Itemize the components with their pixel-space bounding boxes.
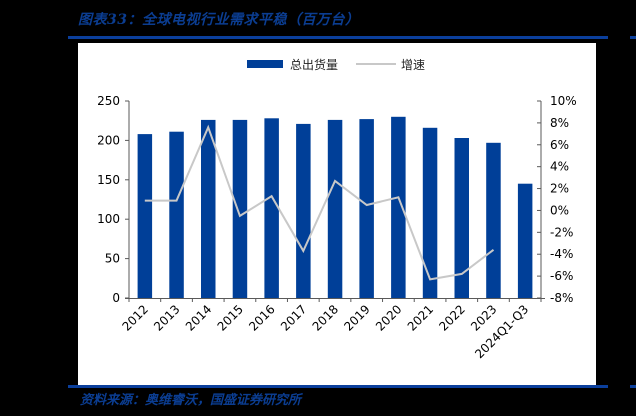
legend-bar-label: 总出货量 xyxy=(290,57,339,72)
bottom-rule xyxy=(68,385,608,388)
x-tick-label: 2020 xyxy=(373,302,404,333)
right-tick-label: 4% xyxy=(550,160,569,174)
x-tick-label: 2014 xyxy=(183,302,214,333)
legend-bar-swatch xyxy=(247,60,283,68)
bar xyxy=(517,183,533,298)
left-tick-label: 100 xyxy=(97,212,120,226)
growth-line xyxy=(144,124,495,281)
right-tick-label: -4% xyxy=(550,247,573,261)
bar xyxy=(137,134,153,298)
left-tick-label: 150 xyxy=(97,173,120,187)
x-tick-label: 2013 xyxy=(151,302,182,333)
chart-title: 图表33：全球电视行业需求平稳（百万台） xyxy=(78,12,360,28)
bar xyxy=(486,142,501,298)
bar xyxy=(327,119,343,299)
x-tick-label: 2021 xyxy=(405,302,436,333)
legend: 总出货量 增速 xyxy=(247,56,425,72)
x-tick-label: 2015 xyxy=(215,302,246,333)
right-tick-label: 8% xyxy=(550,116,569,130)
right-tick-label: 2% xyxy=(550,182,569,196)
right-tick-label: 6% xyxy=(550,138,569,152)
right-tick-label: -6% xyxy=(550,269,573,283)
left-tick-label: 250 xyxy=(97,94,120,108)
x-tick-label: 2016 xyxy=(246,302,277,333)
x-tick-label: 2022 xyxy=(436,302,467,333)
bar xyxy=(422,127,438,298)
bar xyxy=(232,119,248,299)
x-tick-label: 2019 xyxy=(341,302,372,333)
right-tick-label: 0% xyxy=(550,203,569,217)
bar xyxy=(359,119,374,298)
x-tick-label: 2012 xyxy=(119,302,150,333)
bar xyxy=(264,118,279,298)
bar xyxy=(169,131,184,298)
right-tick-label: -8% xyxy=(550,291,573,305)
right-tick-label: -2% xyxy=(550,225,573,239)
left-tick-label: 50 xyxy=(105,252,120,266)
bar xyxy=(296,123,311,299)
bar xyxy=(201,119,216,299)
top-rule xyxy=(68,36,608,39)
bottom-rule-fragment xyxy=(630,385,636,388)
left-tick-label: 200 xyxy=(97,133,120,147)
legend-line-label: 增速 xyxy=(401,57,426,72)
right-tick-label: 10% xyxy=(550,94,577,108)
x-tick-label: 2017 xyxy=(278,302,309,333)
legend-line-swatch xyxy=(356,63,397,65)
top-rule-fragment xyxy=(630,36,636,39)
bar xyxy=(454,138,469,298)
source-note: 资料来源：奥维睿沃，国盛证券研究所 xyxy=(80,393,302,408)
x-tick-label: 2018 xyxy=(310,302,341,333)
left-tick-label: 0 xyxy=(112,291,120,305)
bar xyxy=(391,116,406,298)
